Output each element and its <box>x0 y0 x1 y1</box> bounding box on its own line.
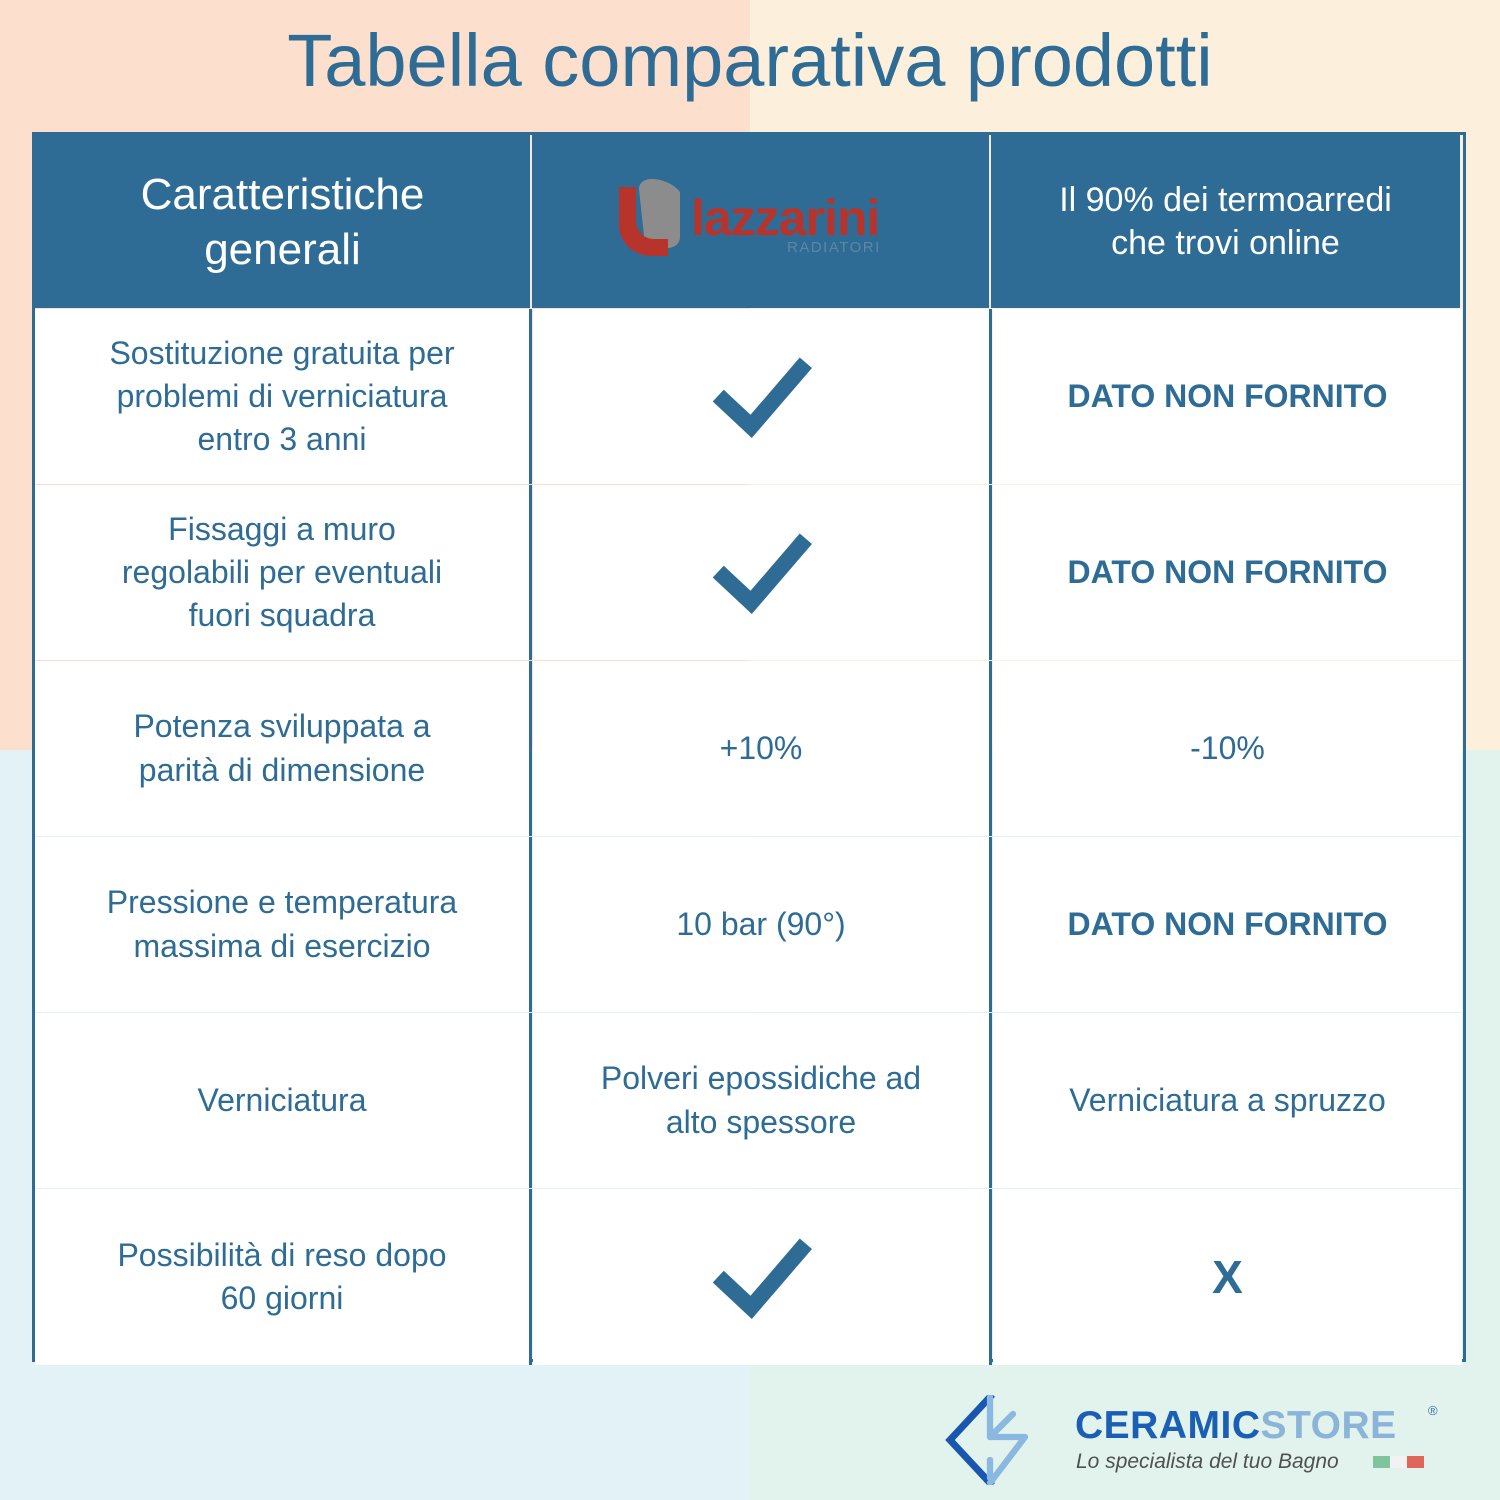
svg-text:®: ® <box>1428 1403 1438 1418</box>
svg-text:RADIATORI: RADIATORI <box>787 239 881 256</box>
svg-text:CERAMICSTORE: CERAMICSTORE <box>1075 1404 1397 1447</box>
svg-text:lazzarini: lazzarini <box>691 190 879 246</box>
svg-text:Lo specialista del tuo Bagno: Lo specialista del tuo Bagno <box>1076 1450 1339 1473</box>
